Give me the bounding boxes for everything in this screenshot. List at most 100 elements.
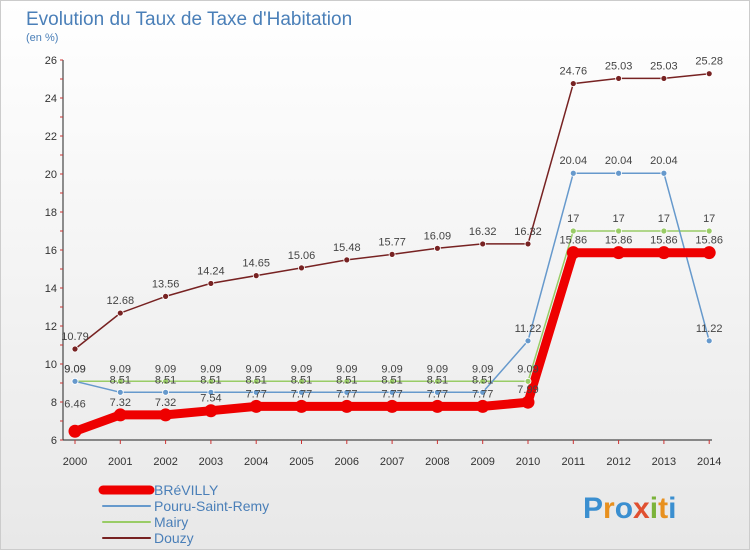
data-point-1 (162, 388, 170, 396)
data-point-3 (298, 264, 305, 272)
data-label: 15.77 (378, 236, 406, 248)
data-label: 9.09 (110, 363, 131, 375)
x-tick-label: 2007 (380, 456, 404, 468)
x-tick-label: 2013 (652, 456, 676, 468)
data-label: 7.77 (291, 388, 312, 400)
series-points (68, 70, 716, 438)
data-point-0 (113, 408, 127, 422)
data-point-1 (524, 337, 532, 345)
data-point-2 (660, 227, 668, 235)
data-label: 25.03 (650, 60, 678, 72)
y-tick-label: 22 (45, 131, 57, 143)
data-point-2 (615, 227, 622, 235)
data-point-2 (162, 377, 170, 385)
data-label: 9.09 (64, 363, 85, 375)
data-point-0 (430, 399, 444, 413)
y-tick-label: 16 (45, 245, 57, 257)
data-point-1 (388, 388, 396, 396)
data-label: 15.86 (560, 235, 588, 247)
y-tick-label: 18 (45, 207, 57, 219)
data-point-0 (476, 399, 490, 413)
data-label: 7.32 (110, 397, 131, 409)
data-point-0 (295, 399, 308, 413)
data-point-0 (702, 246, 716, 260)
y-tick-label: 6 (51, 435, 57, 447)
data-label: 8.51 (110, 374, 131, 386)
data-label: 7.77 (381, 388, 402, 400)
y-tick-label: 12 (45, 321, 57, 333)
logo-text: Proxiti (583, 492, 676, 525)
data-label: 7.77 (472, 388, 493, 400)
data-label: 8.51 (427, 374, 448, 386)
data-point-0 (249, 399, 263, 413)
data-point-0 (159, 408, 173, 422)
data-point-2 (388, 377, 396, 385)
legend-label-1: Pouru-Saint-Remy (154, 498, 269, 514)
data-label: 9.09 (472, 363, 493, 375)
data-point-0 (657, 246, 671, 260)
data-point-3 (388, 250, 396, 258)
data-label: 9.09 (200, 363, 221, 375)
data-point-2 (116, 377, 124, 385)
data-point-3 (705, 70, 713, 78)
axes: 6 8 10 12 14 16 18 20 22 24 26 2000 2001 2002 2003 2004… (45, 55, 722, 468)
data-point-1 (569, 169, 577, 177)
proxiti-logo: Proxiti (583, 492, 676, 525)
data-point-3 (524, 240, 532, 248)
data-point-3 (207, 280, 215, 287)
data-label: 8.51 (472, 374, 493, 386)
data-label: 7.99 (517, 384, 538, 396)
legend-label-0: BRéVILLY (154, 482, 219, 498)
y-tick-label: 24 (45, 93, 57, 105)
data-label: 8.51 (155, 374, 176, 386)
data-label: 16.09 (424, 230, 452, 242)
data-point-3 (252, 272, 260, 280)
data-point-1 (252, 388, 260, 396)
data-label: 8.51 (381, 374, 402, 386)
x-tick-label: 2002 (153, 456, 177, 468)
data-point-1 (207, 388, 215, 396)
data-labels: 6.46 7.32 7.32 7.54 7.77 7.77 7.77 7.77 7.77 7.77… (61, 56, 723, 411)
x-tick-label: 2005 (289, 456, 313, 468)
x-tick-label: 2000 (63, 456, 87, 468)
x-tick-label: 2004 (244, 456, 268, 468)
data-point-0 (521, 395, 535, 409)
data-point-2 (479, 377, 487, 385)
data-label: 15.48 (333, 242, 361, 254)
data-label: 7.77 (245, 388, 266, 400)
data-point-1 (479, 388, 487, 396)
data-point-1 (615, 169, 622, 177)
y-tick-label: 10 (45, 359, 57, 371)
data-label: 15.86 (605, 235, 633, 247)
data-label: 8.51 (336, 374, 357, 386)
data-label: 7.77 (427, 388, 448, 400)
data-label: 7.54 (200, 393, 221, 405)
data-point-2 (569, 227, 577, 235)
data-point-3 (71, 345, 79, 353)
data-point-3 (116, 309, 124, 317)
data-label: 24.76 (560, 66, 588, 78)
chart-subtitle: (en %) (26, 32, 58, 44)
data-point-3 (615, 75, 622, 82)
x-tick-label: 2009 (470, 456, 494, 468)
data-label: 16.32 (469, 226, 497, 238)
data-label: 9.09 (245, 363, 266, 375)
data-label: 8.51 (245, 374, 266, 386)
legend-label-3: Douzy (154, 530, 194, 546)
data-point-1 (298, 388, 305, 396)
data-label: 8.51 (291, 374, 312, 386)
data-label: 9.09 (291, 363, 312, 375)
x-tick-label: 2008 (425, 456, 449, 468)
data-point-1 (71, 377, 79, 385)
data-point-3 (162, 292, 170, 300)
data-point-0 (612, 246, 626, 260)
data-label: 20.04 (560, 155, 588, 167)
data-label: 7.32 (155, 397, 176, 409)
y-tick-label: 8 (51, 397, 57, 409)
data-label: 15.86 (695, 235, 723, 247)
data-label: 25.03 (605, 60, 633, 72)
data-point-1 (705, 337, 713, 345)
data-label: 12.68 (107, 295, 135, 307)
